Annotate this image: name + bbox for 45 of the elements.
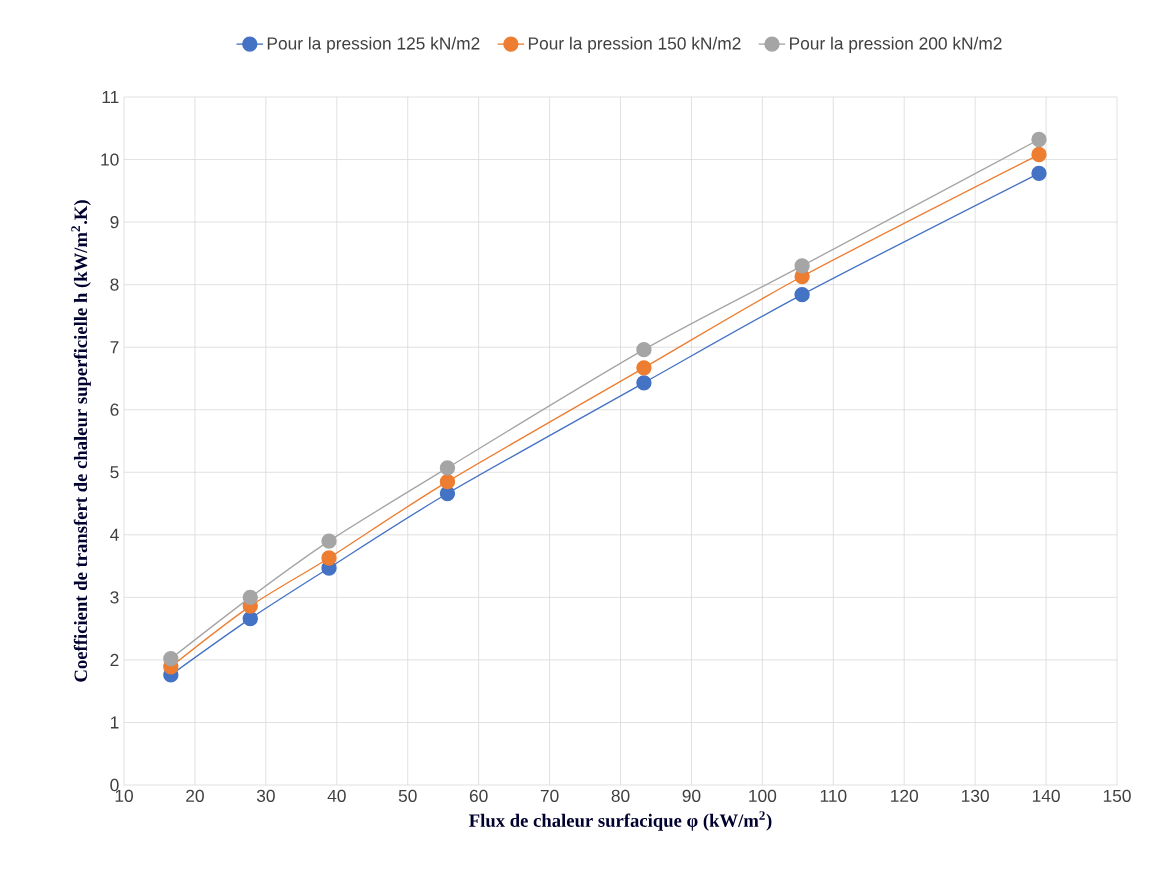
x-tick-label: 90: [682, 789, 701, 802]
x-tick-label: 70: [540, 789, 559, 802]
point: [242, 589, 258, 606]
x-tick-label: 20: [186, 789, 204, 802]
point: [163, 650, 179, 667]
y-tick-label: 6: [110, 403, 119, 416]
y-tick-label: 3: [110, 591, 119, 604]
legend-label: Pour la pression 125 kN/m2: [267, 36, 480, 53]
point: [636, 360, 652, 376]
legend-label: Pour la pression 200 kN/m2: [790, 36, 1002, 53]
x-tick-label: 150: [1103, 789, 1131, 802]
y-tick-label: 4: [110, 528, 119, 541]
x-axis-title: Flux de chaleur surfacique φ (kW/m$^{2}$): [469, 811, 772, 831]
y-tick-label: 5: [110, 466, 119, 479]
point: [242, 610, 258, 627]
point: [321, 533, 337, 549]
x-tick-label: 140: [1032, 789, 1060, 802]
y-axis-title: Coefficient de transfert de chaleur superficielle h (kW/m$^{2}$.K): [71, 200, 91, 682]
y-tick-label: 10: [101, 153, 119, 166]
point: [1031, 131, 1047, 148]
x-tick-label: 100: [749, 789, 777, 802]
x-tick-label: 130: [962, 789, 989, 802]
y-tick-label: 9: [110, 215, 119, 229]
y-tick-label: 2: [110, 653, 119, 666]
point: [794, 258, 810, 274]
point: [636, 375, 652, 391]
y-tick-label: 8: [110, 278, 119, 291]
x-tick-label: 50: [398, 789, 417, 802]
point: [1031, 146, 1047, 163]
point: [321, 550, 337, 566]
point: [636, 342, 652, 358]
x-tick-label: 80: [611, 789, 630, 802]
y-tick-label: 7: [110, 341, 119, 354]
x-tick-label: 30: [256, 789, 275, 802]
x-tick-label: 110: [820, 789, 847, 802]
point: [1031, 165, 1047, 181]
legend-label: Pour la pression 150 kN/m2: [528, 36, 741, 53]
x-tick-label: 40: [327, 789, 346, 802]
y-tick-label: 11: [102, 91, 119, 103]
point: [794, 286, 810, 303]
x-tick-label: 120: [891, 789, 919, 802]
x-tick-label: 60: [469, 789, 488, 802]
point: [439, 473, 456, 490]
point: [439, 460, 456, 476]
y-tick-label: 1: [110, 716, 119, 729]
